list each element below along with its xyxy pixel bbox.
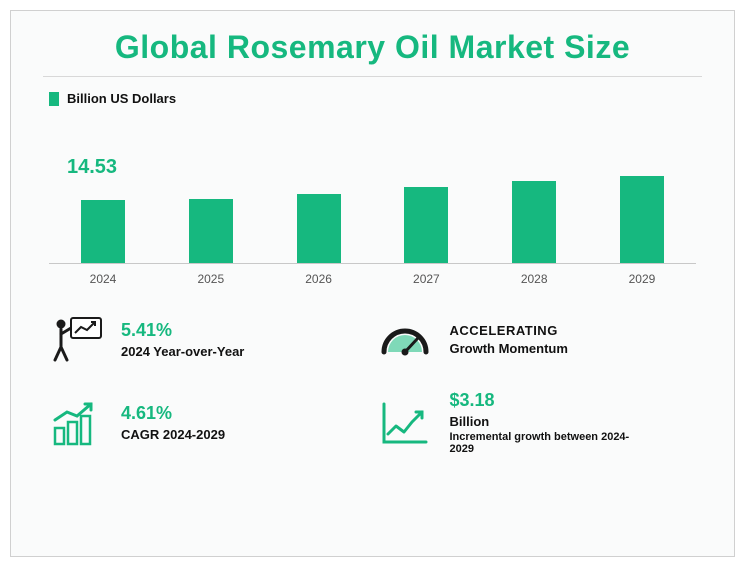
presenter-icon xyxy=(49,314,103,364)
x-label: 2026 xyxy=(283,272,355,286)
page-title: Global Rosemary Oil Market Size xyxy=(43,29,702,66)
incremental-value: $3.18 xyxy=(450,390,640,411)
x-label: 2027 xyxy=(390,272,462,286)
yoy-value: 5.41% xyxy=(121,320,244,341)
x-label: 2028 xyxy=(498,272,570,286)
market-card: Global Rosemary Oil Market Size Billion … xyxy=(10,10,735,557)
stat-cagr: 4.61% CAGR 2024-2029 xyxy=(49,390,368,455)
legend-label: Billion US Dollars xyxy=(67,91,176,106)
x-axis-labels: 2024 2025 2026 2027 2028 2029 xyxy=(49,272,696,286)
stats-grid: 5.41% 2024 Year-over-Year ACCELERATING G… xyxy=(43,314,702,455)
cagr-label: CAGR 2024-2029 xyxy=(121,427,225,442)
cagr-value: 4.61% xyxy=(121,403,225,424)
stat-momentum: ACCELERATING Growth Momentum xyxy=(378,314,697,364)
x-label: 2025 xyxy=(175,272,247,286)
stat-yoy: 5.41% 2024 Year-over-Year xyxy=(49,314,368,364)
stat-incremental-text: $3.18 Billion Incremental growth between… xyxy=(450,390,640,455)
legend-swatch xyxy=(49,92,59,106)
stat-incremental: $3.18 Billion Incremental growth between… xyxy=(378,390,697,455)
bar-chart: 14.53 202420252026202720282029 xyxy=(49,116,696,286)
bar xyxy=(620,176,664,263)
bar xyxy=(297,194,341,263)
stat-cagr-text: 4.61% CAGR 2024-2029 xyxy=(121,403,225,442)
bar-col xyxy=(390,187,462,263)
bar xyxy=(189,199,233,263)
momentum-heading: ACCELERATING xyxy=(450,323,568,338)
bars-area xyxy=(49,134,696,264)
bar xyxy=(404,187,448,263)
legend: Billion US Dollars xyxy=(43,91,702,106)
momentum-label: Growth Momentum xyxy=(450,341,568,356)
incremental-label: Incremental growth between 2024-2029 xyxy=(450,431,640,455)
x-label: 2024 xyxy=(67,272,139,286)
bar-col xyxy=(606,176,678,263)
bar-col xyxy=(498,181,570,263)
bar-col xyxy=(175,199,247,263)
incremental-unit: Billion xyxy=(450,414,640,429)
x-label: 2029 xyxy=(606,272,678,286)
stat-momentum-text: ACCELERATING Growth Momentum xyxy=(450,323,568,356)
bar-col xyxy=(67,200,139,263)
bars-trend-icon xyxy=(49,398,103,448)
bar xyxy=(81,200,125,263)
bar-col xyxy=(283,194,355,263)
divider xyxy=(43,76,702,77)
stat-yoy-text: 5.41% 2024 Year-over-Year xyxy=(121,320,244,359)
yoy-label: 2024 Year-over-Year xyxy=(121,344,244,359)
bar xyxy=(512,181,556,263)
line-trend-icon xyxy=(378,398,432,448)
gauge-icon xyxy=(378,314,432,364)
